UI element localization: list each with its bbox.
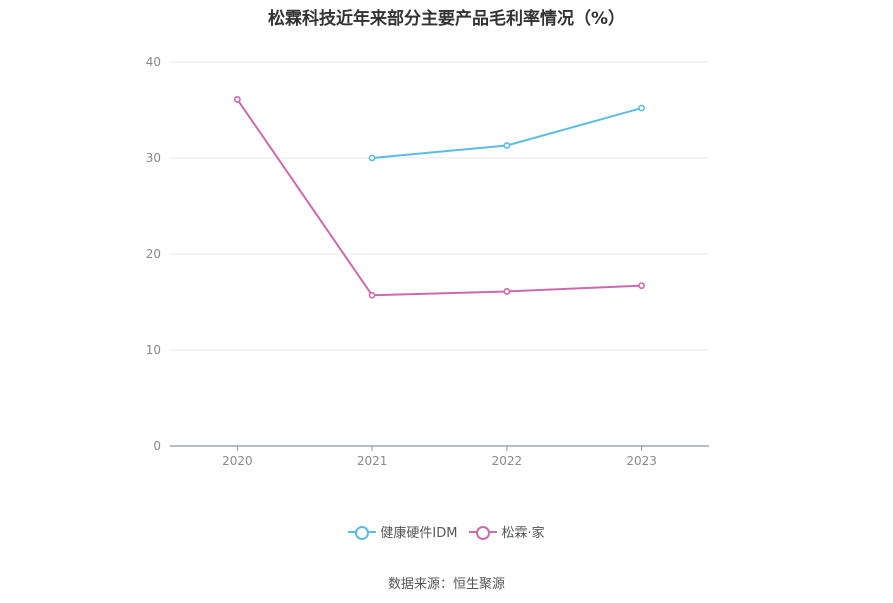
chart-title: 松霖科技近年来部分主要产品毛利率情况（%）	[267, 9, 626, 29]
x-tick-label: 2020	[222, 454, 253, 468]
y-axis: 0 10 20 30 40	[146, 55, 161, 453]
legend: 健康硬件IDM 松霖·家	[0, 522, 893, 541]
line-chart: 0 10 20 30 40 2020 2021 2022 2023	[146, 55, 709, 468]
data-point[interactable]	[503, 288, 511, 295]
data-point[interactable]	[233, 96, 241, 103]
grid-lines	[170, 61, 709, 351]
legend-item-idm[interactable]: 健康硬件IDM	[348, 522, 457, 541]
x-tick-label: 2021	[357, 454, 388, 468]
y-tick-label: 10	[146, 343, 161, 357]
series-line	[236, 98, 642, 297]
series-line	[372, 107, 642, 159]
y-tick-label: 20	[146, 247, 161, 261]
x-tick-label: 2022	[492, 454, 523, 468]
data-point[interactable]	[368, 154, 376, 162]
x-axis: 2020 2021 2022 2023	[170, 445, 709, 468]
legend-swatch-home	[469, 525, 498, 540]
series-0	[368, 104, 646, 162]
x-tick-label: 2023	[626, 454, 657, 468]
data-point[interactable]	[638, 282, 646, 290]
data-point[interactable]	[368, 291, 376, 299]
y-tick-label: 30	[146, 151, 161, 165]
legend-swatch-idm	[348, 525, 377, 540]
data-point[interactable]	[503, 142, 511, 149]
series-layer	[233, 96, 646, 299]
legend-label-idm: 健康硬件IDM	[380, 526, 458, 541]
y-tick-label: 40	[146, 55, 161, 69]
data-point[interactable]	[638, 104, 646, 112]
legend-label-home: 松霖·家	[501, 526, 545, 541]
series-1	[233, 96, 646, 299]
y-tick-label: 0	[153, 439, 161, 453]
data-source: 数据来源：恒生聚源	[387, 577, 505, 592]
legend-item-home[interactable]: 松霖·家	[469, 522, 545, 541]
